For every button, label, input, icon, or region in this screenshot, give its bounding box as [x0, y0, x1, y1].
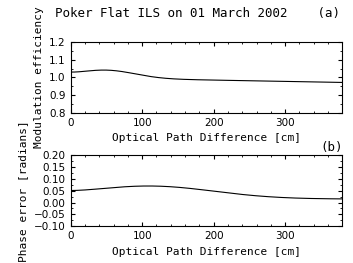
X-axis label: Optical Path Difference [cm]: Optical Path Difference [cm]	[112, 247, 301, 257]
Y-axis label: Modulation efficiency: Modulation efficiency	[34, 7, 43, 148]
Text: (b): (b)	[320, 141, 342, 154]
Text: Poker Flat ILS on 01 March 2002    (a): Poker Flat ILS on 01 March 2002 (a)	[55, 7, 340, 19]
X-axis label: Optical Path Difference [cm]: Optical Path Difference [cm]	[112, 133, 301, 143]
Y-axis label: Phase error [radians]: Phase error [radians]	[18, 120, 29, 262]
